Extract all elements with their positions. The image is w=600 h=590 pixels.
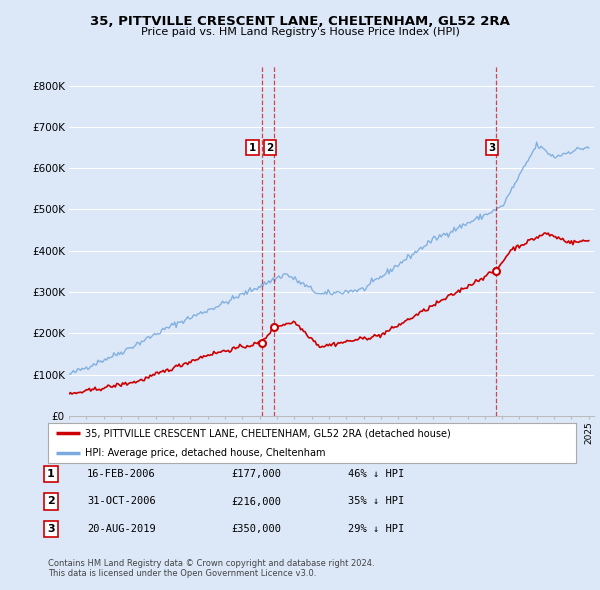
- Text: 46% ↓ HPI: 46% ↓ HPI: [348, 469, 404, 478]
- Text: £216,000: £216,000: [231, 497, 281, 506]
- Text: 35% ↓ HPI: 35% ↓ HPI: [348, 497, 404, 506]
- Text: 16-FEB-2006: 16-FEB-2006: [87, 469, 156, 478]
- Text: £350,000: £350,000: [231, 525, 281, 534]
- Text: 35, PITTVILLE CRESCENT LANE, CHELTENHAM, GL52 2RA: 35, PITTVILLE CRESCENT LANE, CHELTENHAM,…: [90, 15, 510, 28]
- Text: 1: 1: [249, 143, 256, 152]
- Text: 2: 2: [47, 497, 55, 506]
- Text: Price paid vs. HM Land Registry's House Price Index (HPI): Price paid vs. HM Land Registry's House …: [140, 27, 460, 37]
- Text: 35, PITTVILLE CRESCENT LANE, CHELTENHAM, GL52 2RA (detached house): 35, PITTVILLE CRESCENT LANE, CHELTENHAM,…: [85, 428, 451, 438]
- Text: This data is licensed under the Open Government Licence v3.0.: This data is licensed under the Open Gov…: [48, 569, 316, 578]
- Text: 31-OCT-2006: 31-OCT-2006: [87, 497, 156, 506]
- Text: 1: 1: [47, 469, 55, 478]
- Text: 20-AUG-2019: 20-AUG-2019: [87, 525, 156, 534]
- Text: HPI: Average price, detached house, Cheltenham: HPI: Average price, detached house, Chel…: [85, 448, 325, 458]
- Text: £177,000: £177,000: [231, 469, 281, 478]
- Text: 29% ↓ HPI: 29% ↓ HPI: [348, 525, 404, 534]
- Text: 3: 3: [488, 143, 496, 152]
- Text: Contains HM Land Registry data © Crown copyright and database right 2024.: Contains HM Land Registry data © Crown c…: [48, 559, 374, 568]
- Text: 3: 3: [47, 525, 55, 534]
- Text: 2: 2: [266, 143, 274, 152]
